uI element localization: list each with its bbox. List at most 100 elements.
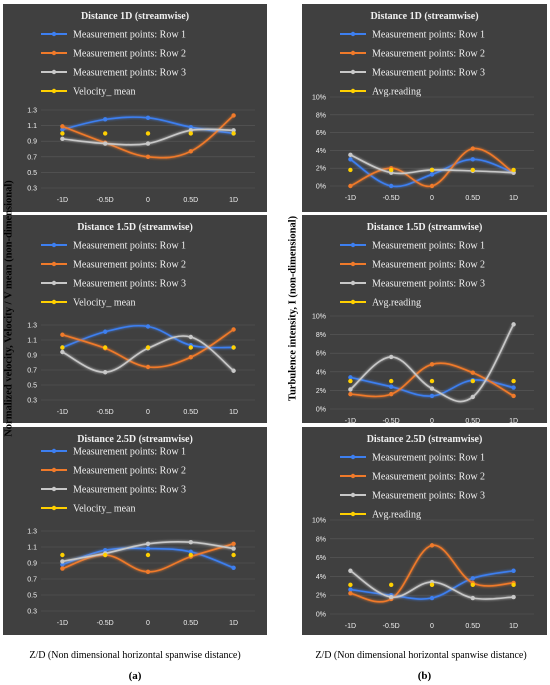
chart5-x-tick-3: 0 [430,418,434,423]
chart5-series-4-point-5 [511,378,516,384]
chart2-x-tick-3: 0 [146,409,150,416]
chart4-title: Distance 1D (streamwise) [370,11,478,22]
chart1-series-4-point-4 [188,131,193,136]
chart3-x-tick-4: 0.5D [183,620,198,627]
chart1-legend-label-4: Velocity_ mean [73,87,135,98]
left-x-axis-label: Z/D (Non dimensional horizontal spanwise… [29,650,241,661]
chart5-legend-marker-2 [350,261,356,267]
chart4-legend-marker-1 [350,31,356,37]
chart3-series-2-point-1 [60,566,65,571]
chart1-series-1-point-1 [60,127,65,132]
chart1-y-tick-1: 0.3 [27,186,37,193]
velocity-chart-1d-svg: Distance 1D (streamwise) Measurement poin… [27,11,255,204]
chart2-series-4-point-1 [60,345,65,350]
chart4-series-1-point-4 [470,157,475,162]
chart5-x-tick-2: -0.5D [383,418,400,423]
chart1-legend-label-1: Measurement points: Row 1 [73,30,186,41]
chart3-legend-label-3: Measurement points: Row 3 [73,485,186,496]
chart3-series-1-point-3 [145,546,151,551]
chart2-legend-marker-2 [51,261,57,267]
chart4-x-tick-3: 0 [430,195,434,202]
chart1-legend-marker-1 [51,31,57,37]
chart1-series-2-point-5 [231,113,236,118]
chart5-legend-marker-3 [350,280,356,286]
chart2-y-tick-5: 1.1 [27,338,37,345]
chart1-series-3-point-3 [145,141,151,146]
chart5-y-tick-2: 2% [316,388,326,395]
chart1-x-tick-3: 0 [146,197,150,204]
chart3-series-3-point-4 [188,540,193,545]
chart2-y-tick-2: 0.5 [27,383,37,390]
chart3-legend-marker-2 [51,467,57,473]
chart5-legend-label-1: Measurement points: Row 1 [372,241,485,252]
chart2-y-tick-3: 0.7 [27,368,37,375]
chart5-series-3-point-3 [429,386,435,391]
chart5-series-2-point-2 [389,391,394,397]
chart3-series-1-point-4 [188,549,193,554]
chart3-title: Distance 2.5D (streamwise) [77,434,193,445]
chart5-legend-marker-4 [350,299,356,305]
velocity-chart-1d: Distance 1D (streamwise) Measurement poin… [3,4,267,212]
chart6-x-tick-5: 1D [509,623,518,630]
turbulence-chart-2-5d-svg: Distance 2.5D (streamwise) Measurement po… [312,434,534,630]
chart1-title: Distance 1D (streamwise) [81,11,189,22]
chart4-y-tick-1: 0% [316,184,326,191]
chart5-y-tick-3: 4% [316,369,326,376]
chart4-legend-label-4: Avg.reading [372,87,421,98]
turbulence-chart-1d-svg: Distance 1D (streamwise) Measurement poin… [312,11,534,202]
chart6-y-tick-6: 10% [312,518,326,525]
chart1-series-4-point-1 [60,131,65,136]
chart6-series-2-point-1 [348,591,353,596]
chart5-legend-marker-1 [350,242,356,248]
chart4-y-tick-3: 4% [316,148,326,155]
chart1-series-4-point-3 [145,131,151,136]
chart4-y-tick-4: 6% [316,130,326,137]
chart5-y-tick-4: 6% [316,351,326,358]
chart3-series-4-point-5 [231,552,236,558]
chart5-series-1-point-5 [511,385,516,390]
chart3-legend-label-2: Measurement points: Row 2 [73,466,186,477]
chart2-x-tick-4: 0.5D [183,409,198,416]
chart6-legend-label-4: Avg.reading [372,510,421,521]
velocity-chart-2-5d: Distance 2.5D (streamwise) Measurement po… [3,427,267,635]
chart6-series-3-point-5 [511,594,516,600]
chart6-legend-label-2: Measurement points: Row 2 [372,472,485,483]
chart1-y-tick-5: 1.1 [27,123,37,130]
chart3-series-1-point-1 [60,562,65,567]
chart1-y-tick-3: 0.7 [27,154,37,161]
chart6-y-tick-1: 0% [316,612,326,619]
chart5-series-2-point-3 [429,362,435,367]
chart6-legend-marker-3 [350,492,356,498]
chart2-legend-label-3: Measurement points: Row 3 [73,279,186,290]
chart2-series-2-point-4 [188,355,193,360]
chart3-legend-marker-4 [51,505,57,511]
chart5-series-3-point-2 [389,354,394,360]
chart2-series-3-point-1 [60,349,65,355]
chart6-series-4-point-3 [429,582,435,588]
chart6-y-tick-4: 6% [316,555,326,562]
chart4-y-tick-6: 10% [312,95,326,102]
left-y-axis-label: Normalized velocity, Velocity / V mean (… [3,180,15,437]
chart6-series-3-point-4 [470,595,475,601]
chart6-y-tick-3: 4% [316,574,326,581]
chart3-y-tick-4: 0.9 [27,561,37,568]
chart3-x-tick-5: 1D [229,620,238,627]
chart1-legend-marker-2 [51,50,57,56]
chart1-series-2-point-3 [145,154,151,159]
chart2-legend-label-4: Velocity_ mean [73,298,135,309]
chart3-legend-marker-3 [51,486,57,492]
chart2-legend-marker-3 [51,280,57,286]
chart5-series-2-point-5 [511,393,516,399]
chart2-x-tick-1: -1D [57,409,68,416]
chart6-x-tick-1: -1D [345,623,356,630]
chart1-series-2-point-4 [188,149,193,154]
chart1-legend-label-2: Measurement points: Row 2 [73,49,186,60]
chart1-legend-marker-3 [51,69,57,75]
chart3-series-3-point-1 [60,559,65,564]
chart6-title: Distance 2.5D (streamwise) [367,434,483,445]
chart2-series-2-point-3 [145,364,151,370]
chart4-series-4-point-5 [511,167,516,173]
chart4-legend-label-3: Measurement points: Row 3 [372,68,485,79]
chart6-legend-label-3: Measurement points: Row 3 [372,491,485,502]
chart1-series-1-point-3 [145,115,151,121]
